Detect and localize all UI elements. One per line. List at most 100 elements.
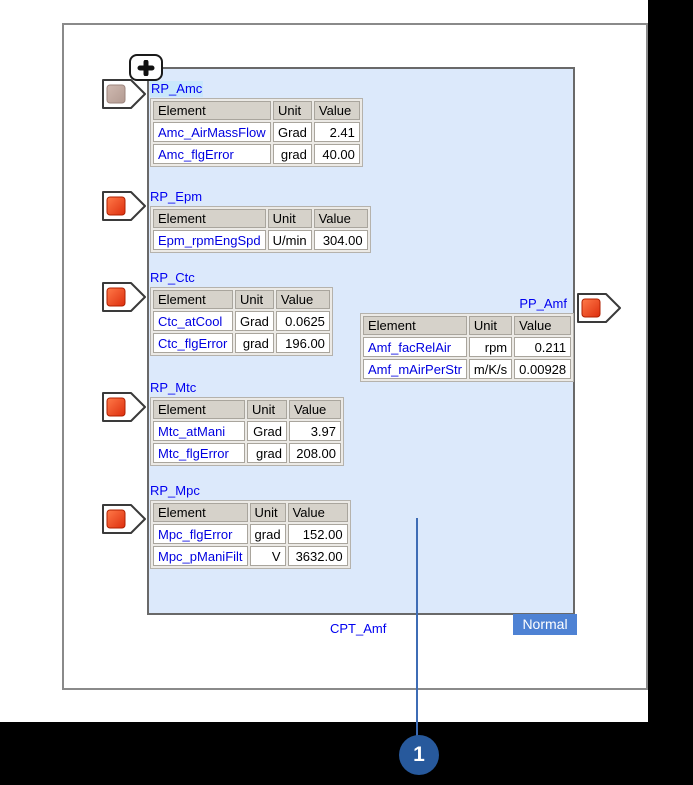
- unit-cell[interactable]: Grad: [247, 421, 287, 441]
- value-cell[interactable]: 304.00: [313, 230, 368, 250]
- port-label-rp-ctc[interactable]: RP_Ctc: [150, 270, 195, 285]
- port-rp-mtc[interactable]: [102, 392, 146, 422]
- col-header-element: Element: [153, 101, 271, 120]
- col-header-value: Value: [289, 400, 341, 419]
- element-cell[interactable]: Mpc_pManiFilt: [153, 546, 248, 566]
- block-rp-amc: RP_Amc Element Unit Value Amc_AirMassFlo…: [150, 81, 363, 167]
- table-rp-ctc: Element Unit Value Ctc_atCool Grad 0.062…: [150, 287, 333, 356]
- unit-cell[interactable]: rpm: [468, 337, 513, 357]
- col-header-value: Value: [287, 503, 348, 522]
- element-cell[interactable]: Amf_facRelAir: [363, 337, 467, 357]
- col-header-value: Value: [313, 101, 360, 120]
- table-row: Amf_facRelAir rpm 0.211: [363, 337, 572, 357]
- value-cell[interactable]: 208.00: [289, 443, 341, 463]
- col-header-unit: Unit: [247, 400, 287, 419]
- unit-cell[interactable]: U/min: [267, 230, 312, 250]
- table-rp-mpc: Element Unit Value Mpc_flgError grad 152…: [150, 500, 351, 569]
- unit-cell[interactable]: grad: [235, 333, 274, 353]
- header-row: Element Unit Value: [153, 400, 341, 419]
- col-header-element: Element: [153, 209, 266, 228]
- col-header-unit: Unit: [267, 209, 312, 228]
- value-cell[interactable]: 2.41: [313, 122, 360, 142]
- header-row: Element Unit Value: [153, 209, 368, 228]
- table-row: Mtc_flgError grad 208.00: [153, 443, 341, 463]
- table-row: Ctc_atCool Grad 0.0625: [153, 311, 330, 331]
- block-rp-mtc: RP_Mtc Element Unit Value Mtc_atMani Gra…: [150, 380, 344, 466]
- table-row: Epm_rpmEngSpd U/min 304.00: [153, 230, 368, 250]
- expand-button[interactable]: [129, 54, 163, 81]
- port-pp-amf[interactable]: [577, 293, 621, 323]
- col-header-element: Element: [153, 503, 248, 522]
- port-label-rp-epm[interactable]: RP_Epm: [150, 189, 203, 204]
- port-rp-epm[interactable]: [102, 191, 146, 221]
- value-cell[interactable]: 0.211: [514, 337, 572, 357]
- col-header-unit: Unit: [249, 503, 286, 522]
- col-header-unit: Unit: [273, 101, 312, 120]
- callout-connector-line: [416, 518, 418, 740]
- block-rp-ctc: RP_Ctc Element Unit Value Ctc_atCool Gra…: [150, 270, 333, 356]
- element-cell[interactable]: Amc_flgError: [153, 144, 271, 164]
- block-pp-amf: PP_Amf Element Unit Value Amf_facRelAir …: [360, 296, 575, 382]
- value-cell[interactable]: 40.00: [313, 144, 360, 164]
- element-cell[interactable]: Mpc_flgError: [153, 524, 248, 544]
- col-header-element: Element: [153, 400, 245, 419]
- table-row: Amc_AirMassFlow Grad 2.41: [153, 122, 360, 142]
- table-row: Mtc_atMani Grad 3.97: [153, 421, 341, 441]
- unit-cell[interactable]: grad: [273, 144, 312, 164]
- port-label-pp-amf[interactable]: PP_Amf: [519, 296, 567, 311]
- element-cell[interactable]: Amc_AirMassFlow: [153, 122, 271, 142]
- component-name-label: CPT_Amf: [330, 621, 387, 636]
- table-row: Mpc_flgError grad 152.00: [153, 524, 348, 544]
- block-rp-mpc: RP_Mpc Element Unit Value Mpc_flgError g…: [150, 483, 351, 569]
- table-row: Ctc_flgError grad 196.00: [153, 333, 330, 353]
- port-label-rp-amc[interactable]: RP_Amc: [150, 81, 204, 97]
- element-cell[interactable]: Amf_mAirPerStr: [363, 359, 467, 379]
- col-header-unit: Unit: [235, 290, 274, 309]
- col-header-value: Value: [275, 290, 330, 309]
- unit-cell[interactable]: grad: [249, 524, 286, 544]
- col-header-value: Value: [514, 316, 572, 335]
- header-row: Element Unit Value: [363, 316, 572, 335]
- unit-cell[interactable]: Grad: [235, 311, 274, 331]
- value-cell[interactable]: 196.00: [275, 333, 330, 353]
- value-cell[interactable]: 0.0625: [275, 311, 330, 331]
- value-cell[interactable]: 3632.00: [287, 546, 348, 566]
- table-row: Amc_flgError grad 40.00: [153, 144, 360, 164]
- callout-marker-1: 1: [399, 735, 439, 775]
- unit-cell[interactable]: V: [249, 546, 286, 566]
- unit-cell[interactable]: Grad: [273, 122, 312, 142]
- table-rp-mtc: Element Unit Value Mtc_atMani Grad 3.97 …: [150, 397, 344, 466]
- element-cell[interactable]: Mtc_atMani: [153, 421, 245, 441]
- table-rp-epm: Element Unit Value Epm_rpmEngSpd U/min 3…: [150, 206, 371, 253]
- port-rp-mpc[interactable]: [102, 504, 146, 534]
- value-cell[interactable]: 0.00928: [514, 359, 572, 379]
- col-header-unit: Unit: [468, 316, 513, 335]
- header-row: Element Unit Value: [153, 290, 330, 309]
- block-rp-epm: RP_Epm Element Unit Value Epm_rpmEngSpd …: [150, 189, 371, 253]
- element-cell[interactable]: Ctc_atCool: [153, 311, 233, 331]
- value-cell[interactable]: 152.00: [287, 524, 348, 544]
- header-row: Element Unit Value: [153, 503, 348, 522]
- element-cell[interactable]: Epm_rpmEngSpd: [153, 230, 266, 250]
- table-row: Mpc_pManiFilt V 3632.00: [153, 546, 348, 566]
- port-rp-ctc[interactable]: [102, 282, 146, 312]
- col-header-value: Value: [313, 209, 368, 228]
- port-rp-amc[interactable]: [102, 79, 146, 109]
- status-badge[interactable]: Normal: [513, 614, 577, 635]
- element-cell[interactable]: Ctc_flgError: [153, 333, 233, 353]
- screenshot-crop-right: [648, 0, 693, 785]
- screenshot-crop-bottom: [0, 722, 693, 785]
- value-cell[interactable]: 3.97: [289, 421, 341, 441]
- element-cell[interactable]: Mtc_flgError: [153, 443, 245, 463]
- col-header-element: Element: [363, 316, 467, 335]
- table-pp-amf: Element Unit Value Amf_facRelAir rpm 0.2…: [360, 313, 575, 382]
- port-label-rp-mtc[interactable]: RP_Mtc: [150, 380, 197, 395]
- unit-cell[interactable]: m/K/s: [468, 359, 513, 379]
- table-row: Amf_mAirPerStr m/K/s 0.00928: [363, 359, 572, 379]
- unit-cell[interactable]: grad: [247, 443, 287, 463]
- plus-icon: [137, 59, 155, 76]
- table-rp-amc: Element Unit Value Amc_AirMassFlow Grad …: [150, 98, 363, 167]
- port-label-rp-mpc[interactable]: RP_Mpc: [150, 483, 200, 498]
- col-header-element: Element: [153, 290, 233, 309]
- header-row: Element Unit Value: [153, 101, 360, 120]
